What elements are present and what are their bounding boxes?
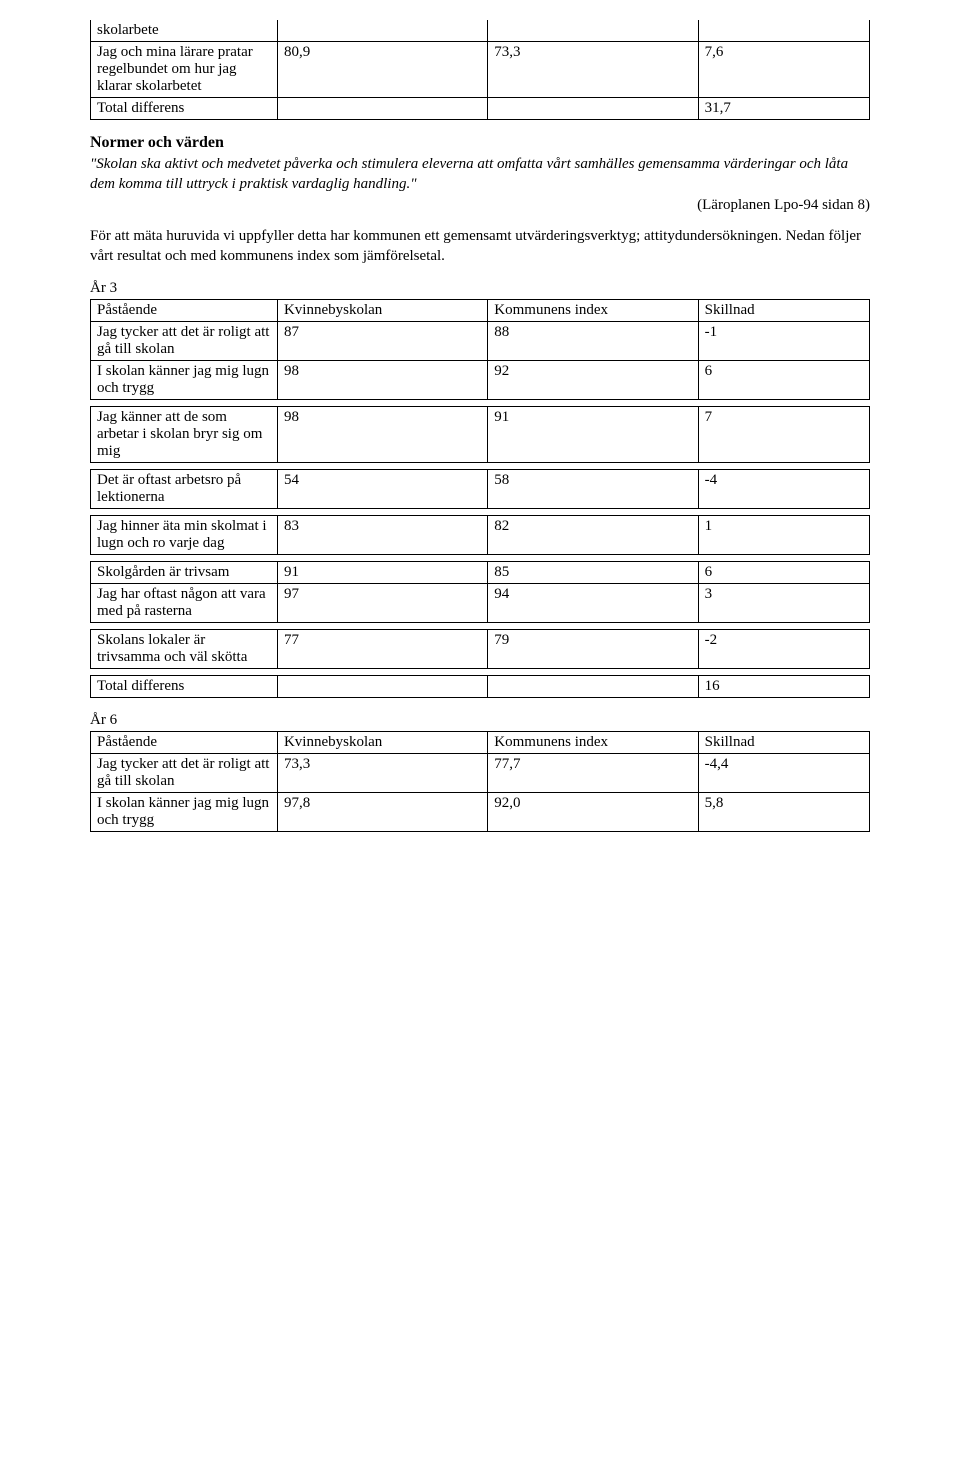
cell: 7,6 xyxy=(698,42,869,98)
cell: Jag har oftast någon att vara med på ras… xyxy=(91,584,278,623)
cell: 54 xyxy=(277,470,487,509)
cell: 83 xyxy=(277,516,487,555)
cell: Skolgården är trivsam xyxy=(91,562,278,584)
cell: 80,9 xyxy=(277,42,487,98)
cell: 58 xyxy=(488,470,698,509)
table-row: Total differens 31,7 xyxy=(91,98,870,120)
cell: skolarbete xyxy=(91,20,278,42)
cell xyxy=(277,20,487,42)
header-cell: Påstående xyxy=(91,300,278,322)
cell: 79 xyxy=(488,630,698,669)
cell xyxy=(277,98,487,120)
cell: 16 xyxy=(698,676,869,698)
table-header-row: Påstående Kvinnebyskolan Kommunens index… xyxy=(91,300,870,322)
cell: 1 xyxy=(698,516,869,555)
header-cell: Kvinnebyskolan xyxy=(277,300,487,322)
cell: -2 xyxy=(698,630,869,669)
header-cell: Kvinnebyskolan xyxy=(277,732,487,754)
year3-group3-table: Det är oftast arbetsro på lektionerna 54… xyxy=(90,469,870,509)
cell xyxy=(698,20,869,42)
cell: 91 xyxy=(488,407,698,463)
table-row: Jag tycker att det är roligt att gå till… xyxy=(91,754,870,793)
table-row: I skolan känner jag mig lugn och trygg 9… xyxy=(91,793,870,832)
body-paragraph: För att mäta huruvida vi uppfyller detta… xyxy=(90,226,870,267)
cell: 82 xyxy=(488,516,698,555)
cell: 6 xyxy=(698,562,869,584)
header-cell: Påstående xyxy=(91,732,278,754)
cell: I skolan känner jag mig lugn och trygg xyxy=(91,793,278,832)
table-row: Skolgården är trivsam 91 85 6 xyxy=(91,562,870,584)
cell: Jag hinner äta min skolmat i lugn och ro… xyxy=(91,516,278,555)
cell: 94 xyxy=(488,584,698,623)
cell: 6 xyxy=(698,361,869,400)
cell xyxy=(488,676,698,698)
cell: Det är oftast arbetsro på lektionerna xyxy=(91,470,278,509)
cell: 98 xyxy=(277,361,487,400)
cell: 3 xyxy=(698,584,869,623)
cell: 88 xyxy=(488,322,698,361)
cell: Total differens xyxy=(91,676,278,698)
cell xyxy=(277,676,487,698)
cell: -4 xyxy=(698,470,869,509)
cell: Jag tycker att det är roligt att gå till… xyxy=(91,754,278,793)
cell: 97,8 xyxy=(277,793,487,832)
cell: Jag tycker att det är roligt att gå till… xyxy=(91,322,278,361)
section-heading: Normer och värden xyxy=(90,134,870,152)
year6-label: År 6 xyxy=(90,712,870,729)
table-row: Jag har oftast någon att vara med på ras… xyxy=(91,584,870,623)
cell: 85 xyxy=(488,562,698,584)
cell: 97 xyxy=(277,584,487,623)
cell: 7 xyxy=(698,407,869,463)
table-row: I skolan känner jag mig lugn och trygg 9… xyxy=(91,361,870,400)
cell: 92,0 xyxy=(488,793,698,832)
cell: -1 xyxy=(698,322,869,361)
header-cell: Skillnad xyxy=(698,300,869,322)
table-row: Det är oftast arbetsro på lektionerna 54… xyxy=(91,470,870,509)
cell: Jag känner att de som arbetar i skolan b… xyxy=(91,407,278,463)
header-cell: Skillnad xyxy=(698,732,869,754)
cell: Skolans lokaler är trivsamma och väl skö… xyxy=(91,630,278,669)
year3-group6-table: Skolans lokaler är trivsamma och väl skö… xyxy=(90,629,870,669)
year3-group5-table: Skolgården är trivsam 91 85 6 Jag har of… xyxy=(90,561,870,623)
year3-total-table: Total differens 16 xyxy=(90,675,870,698)
table-row: Jag och mina lärare pratar regelbundet o… xyxy=(91,42,870,98)
quote-text: "Skolan ska aktivt och medvetet påverka … xyxy=(90,154,870,195)
cell: I skolan känner jag mig lugn och trygg xyxy=(91,361,278,400)
table-row: Jag tycker att det är roligt att gå till… xyxy=(91,322,870,361)
table-row: Skolans lokaler är trivsamma och väl skö… xyxy=(91,630,870,669)
cell: Total differens xyxy=(91,98,278,120)
cell: 5,8 xyxy=(698,793,869,832)
top-table: skolarbete Jag och mina lärare pratar re… xyxy=(90,20,870,120)
cell xyxy=(488,98,698,120)
header-cell: Kommunens index xyxy=(488,300,698,322)
cell: 73,3 xyxy=(488,42,698,98)
quote-attribution: (Läroplanen Lpo-94 sidan 8) xyxy=(90,197,870,214)
cell: 91 xyxy=(277,562,487,584)
cell: 87 xyxy=(277,322,487,361)
cell: -4,4 xyxy=(698,754,869,793)
table-row: Jag känner att de som arbetar i skolan b… xyxy=(91,407,870,463)
year3-label: År 3 xyxy=(90,280,870,297)
cell: 73,3 xyxy=(277,754,487,793)
cell: 98 xyxy=(277,407,487,463)
header-cell: Kommunens index xyxy=(488,732,698,754)
table-header-row: Påstående Kvinnebyskolan Kommunens index… xyxy=(91,732,870,754)
year3-header-table: Påstående Kvinnebyskolan Kommunens index… xyxy=(90,299,870,400)
year6-table: Påstående Kvinnebyskolan Kommunens index… xyxy=(90,731,870,832)
year3-group4-table: Jag hinner äta min skolmat i lugn och ro… xyxy=(90,515,870,555)
cell: 31,7 xyxy=(698,98,869,120)
cell: 92 xyxy=(488,361,698,400)
cell xyxy=(488,20,698,42)
cell: 77,7 xyxy=(488,754,698,793)
table-row: skolarbete xyxy=(91,20,870,42)
cell: Jag och mina lärare pratar regelbundet o… xyxy=(91,42,278,98)
table-row: Total differens 16 xyxy=(91,676,870,698)
year3-group2-table: Jag känner att de som arbetar i skolan b… xyxy=(90,406,870,463)
table-row: Jag hinner äta min skolmat i lugn och ro… xyxy=(91,516,870,555)
cell: 77 xyxy=(277,630,487,669)
